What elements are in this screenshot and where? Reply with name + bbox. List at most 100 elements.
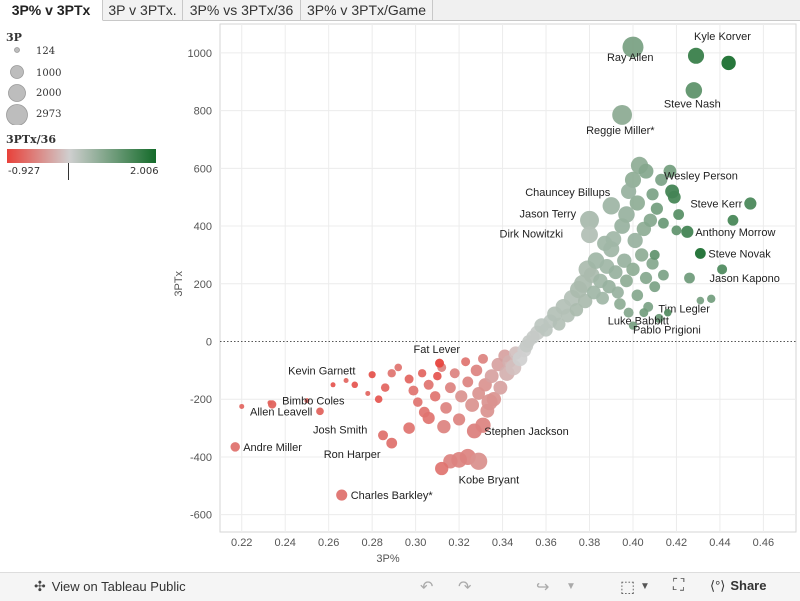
data-point [444, 382, 456, 394]
tab-3p-pct-v-3ptx-game[interactable]: 3P% v 3PTx/Game [301, 0, 433, 20]
labeled-data-point [684, 272, 695, 284]
x-tick-label: 0.42 [666, 537, 687, 549]
labeled-data-point [696, 296, 705, 305]
data-point [721, 55, 736, 71]
data-point [673, 209, 685, 220]
x-tick-label: 0.40 [622, 537, 643, 549]
download-icon[interactable]: ⬚ [620, 579, 636, 596]
view-on-tableau-public-label: View on Tableau Public [51, 579, 186, 594]
y-tick-label: -200 [190, 394, 212, 406]
labeled-data-point [267, 400, 277, 409]
x-axis-label: 3P% [376, 553, 399, 565]
labeled-data-point [744, 197, 757, 210]
point-label: Wesley Person [664, 170, 738, 182]
data-point [639, 308, 649, 318]
labeled-data-point [612, 105, 633, 125]
point-label: Jason Terry [520, 208, 577, 220]
sheet-tab-bar: 3P% v 3PTx 3P v 3PTx. 3P% vs 3PTx/36 3P%… [0, 0, 800, 21]
color-legend-title: 3PTx/36 [6, 133, 56, 146]
labeled-data-point [435, 358, 445, 368]
footer-toolbar: ✣ View on Tableau Public ↶ ↷ ↪ ▼ ⬚ ▼ ⛶ ⟨°… [0, 572, 800, 601]
data-point [330, 382, 336, 388]
size-legend-title: 3P [6, 31, 22, 44]
view-on-tableau-public-link[interactable]: ✣ View on Tableau Public [34, 578, 186, 595]
data-point [658, 269, 669, 281]
data-point [449, 368, 460, 379]
size-legend-label: 2973 [36, 109, 62, 120]
color-legend-max: 2.006 [130, 166, 159, 177]
point-label: Allen Leavell [250, 406, 312, 418]
tab-3p-pct-v-3ptx[interactable]: 3P% v 3PTx [0, 0, 103, 21]
point-label: Kyle Korver [694, 31, 751, 43]
point-label: Stephen Jackson [484, 426, 568, 438]
labeled-data-point [622, 36, 644, 58]
x-tick-label: 0.44 [709, 537, 730, 549]
x-tick-label: 0.32 [448, 537, 469, 549]
data-point [413, 397, 423, 407]
data-point [404, 374, 414, 384]
data-point [620, 274, 633, 288]
data-point [455, 390, 468, 403]
undo-icon[interactable]: ↶ [420, 579, 434, 596]
data-point [552, 317, 566, 331]
point-label: Ron Harper [324, 449, 381, 461]
x-tick-label: 0.26 [318, 537, 339, 549]
data-point [387, 369, 396, 378]
point-label: Kobe Bryant [459, 474, 520, 486]
labeled-data-point [694, 248, 706, 259]
data-point [343, 377, 349, 383]
data-point [394, 363, 403, 372]
data-point [646, 188, 659, 201]
labeled-data-point [687, 47, 705, 64]
y-tick-label: 1000 [188, 48, 212, 60]
x-tick-label: 0.46 [753, 537, 774, 549]
point-label: Luke Babbitt [608, 316, 669, 328]
share-button[interactable]: ⟨°⟩ Share [710, 578, 766, 594]
x-tick-label: 0.28 [361, 537, 382, 549]
data-point [465, 398, 480, 412]
point-label: Kevin Garnett [288, 366, 355, 378]
data-point [626, 262, 640, 277]
y-tick-label: 800 [194, 106, 212, 118]
data-point [663, 164, 677, 178]
data-point [365, 390, 371, 396]
point-label: Anthony Morrow [695, 227, 775, 239]
data-point [596, 291, 609, 305]
data-point [440, 402, 452, 414]
labeled-data-point [681, 225, 694, 238]
y-tick-label: 600 [194, 163, 212, 175]
labeled-data-point [466, 423, 482, 439]
revert-dropdown-icon[interactable]: ▼ [566, 581, 576, 592]
download-dropdown-icon[interactable]: ▼ [640, 581, 650, 592]
data-point [618, 206, 635, 223]
data-point [437, 419, 451, 434]
x-tick-label: 0.36 [535, 537, 556, 549]
point-label: Josh Smith [313, 424, 367, 436]
fullscreen-icon[interactable]: ⛶ [673, 577, 685, 594]
x-tick-label: 0.24 [274, 537, 295, 549]
tab-3p-v-3ptx[interactable]: 3P v 3PTx. [103, 0, 183, 20]
data-point [649, 281, 661, 293]
plot-area [219, 23, 797, 533]
data-point [671, 225, 682, 236]
data-point [707, 294, 716, 303]
color-legend-min: -0.927 [8, 166, 41, 177]
size-legend-circle-124 [14, 47, 20, 53]
data-point [611, 286, 624, 299]
data-point [433, 371, 442, 381]
data-point [638, 163, 654, 179]
share-icon: ⟨°⟩ [710, 578, 726, 593]
tableau-logo-icon: ✣ [34, 578, 46, 594]
labeled-data-point [386, 437, 398, 449]
labeled-data-point [628, 321, 638, 330]
revert-icon[interactable]: ↪ [536, 579, 550, 596]
tab-3p-pct-vs-3ptx-36[interactable]: 3P% vs 3PTx/36 [183, 0, 301, 20]
data-point [422, 411, 435, 425]
data-point [484, 369, 499, 384]
redo-icon[interactable]: ↷ [458, 579, 472, 596]
point-label: Charles Barkley* [351, 490, 434, 502]
y-tick-label: 0 [206, 337, 212, 349]
data-point [654, 313, 664, 323]
data-point [631, 289, 644, 302]
size-legend-circle-2973 [6, 104, 28, 125]
